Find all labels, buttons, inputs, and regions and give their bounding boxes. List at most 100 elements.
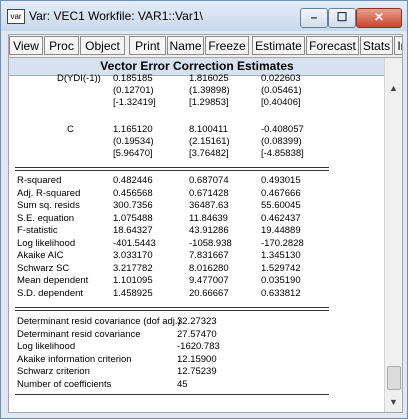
stats-button[interactable]: Stats — [360, 36, 393, 55]
minimize-button[interactable]: – — [300, 8, 328, 28]
cell-value: (0.19534) — [113, 136, 154, 147]
scroll-up-icon[interactable]: ▲ — [389, 83, 398, 93]
window-title: Var: VEC1 Workfile: VAR1::Var1\ — [29, 9, 203, 23]
cell-value: 12.75239 — [177, 366, 217, 377]
divider — [15, 170, 329, 171]
cell-value: 0.035190 — [261, 275, 301, 286]
cell-value: 0.022603 — [261, 73, 301, 84]
scroll-down-icon[interactable]: ▼ — [389, 397, 398, 407]
row-label: Schwarz criterion — [17, 366, 90, 377]
row-label: Log likelihood — [17, 237, 76, 249]
var-icon[interactable]: var — [7, 9, 25, 24]
object-button[interactable]: Object — [80, 36, 125, 55]
cell-value: (2.15161) — [189, 136, 230, 147]
cell-value: (0.05461) — [261, 85, 302, 96]
row-label: F-statistic — [17, 225, 58, 236]
row-label: Log likelihood — [17, 341, 76, 352]
cell-value: 8.016280 — [189, 262, 229, 274]
cell-value: 3.033170 — [113, 250, 153, 261]
cell-value: -401.5443 — [113, 237, 156, 249]
scroll-thumb[interactable] — [387, 366, 401, 390]
freeze-button[interactable]: Freeze — [205, 36, 249, 55]
cell-value: 0.462437 — [261, 212, 301, 224]
row-label: C — [67, 124, 74, 135]
cell-value: (0.12701) — [113, 85, 154, 96]
toolbar: View Proc Object Print Name Freeze Estim… — [8, 34, 403, 58]
cell-value: 1.529742 — [261, 262, 301, 274]
table-row: Schwarz criterion 12.75239 — [9, 366, 385, 378]
cell-value: 12.15900 — [177, 353, 217, 365]
title-bar[interactable]: var Var: VEC1 Workfile: VAR1::Var1\ – ☐ … — [1, 1, 407, 31]
table-row: C 1.165120 8.100411 -0.408057 — [9, 124, 385, 136]
row-label: D(YDI(-1)) — [57, 73, 101, 84]
table-row: S.D. dependent 1.458925 20.66667 0.633812 — [9, 288, 385, 300]
table-row: (0.19534) (2.15161) (0.08399) — [9, 136, 385, 148]
cell-value: [5.96470] — [113, 148, 153, 159]
cell-value: 0.493015 — [261, 175, 301, 186]
divider — [15, 394, 329, 395]
estimation-output[interactable]: Vector Error Correction Estimates D(YDI(… — [8, 57, 403, 413]
cell-value: 0.456568 — [113, 187, 153, 199]
table-row: Number of coefficients 45 — [9, 379, 385, 391]
row-label: Adj. R-squared — [17, 187, 81, 199]
vertical-scrollbar[interactable]: ▲ ▼ — [384, 58, 402, 412]
row-label: Determinant resid covariance — [17, 328, 141, 340]
cell-value: 0.482446 — [113, 175, 153, 186]
cell-value: 0.467666 — [261, 187, 301, 199]
cell-value: 1.165120 — [113, 124, 153, 135]
cell-value: 1.345130 — [261, 250, 301, 261]
table-row: D(YDI(-1)) 0.185185 1.816025 0.022603 — [9, 73, 385, 85]
estimate-button[interactable]: Estimate — [252, 36, 305, 55]
cell-value: 0.671428 — [189, 187, 229, 199]
row-label: S.E. equation — [17, 212, 75, 224]
table-row: Log likelihood -1620.783 — [9, 341, 385, 353]
table-row: [-1.32419] [1.29853] [0.40406] — [9, 97, 385, 109]
cell-value: 11.84639 — [189, 212, 228, 224]
print-button[interactable]: Print — [129, 36, 166, 55]
cell-value: 3.217782 — [113, 262, 153, 274]
table-row: Akaike information criterion 12.15900 — [9, 354, 385, 366]
table-row: S.E. equation 1.075488 11.84639 0.462437 — [9, 213, 385, 225]
cell-value: (1.39898) — [189, 85, 230, 96]
maximize-button[interactable]: ☐ — [328, 8, 356, 28]
table-row: Sum sq. resids 300.7356 36487.63 55.60045 — [9, 200, 385, 212]
cell-value: 27.57470 — [177, 328, 217, 340]
table-row: Determinant resid covariance (dof adj.) 3… — [9, 316, 385, 328]
cell-value: 1.816025 — [189, 73, 229, 84]
cell-value: 0.687074 — [189, 175, 229, 186]
table-row: Determinant resid covariance 27.57470 — [9, 329, 385, 341]
minimize-icon: – — [310, 10, 318, 24]
table-row: Akaike AIC 3.033170 7.831667 1.345130 — [9, 250, 385, 262]
row-label: Determinant resid covariance (dof adj.) — [17, 316, 181, 327]
table-row: Schwarz SC 3.217782 8.016280 1.529742 — [9, 263, 385, 275]
cell-value: 55.60045 — [261, 200, 301, 211]
cell-value: 43.91286 — [189, 225, 229, 236]
cell-value: (0.08399) — [261, 136, 302, 147]
cell-value: 20.66667 — [189, 287, 229, 299]
cell-value: 18.64327 — [113, 225, 153, 236]
cell-value: 19.44889 — [261, 225, 301, 236]
cell-value: 1.458925 — [113, 287, 153, 299]
table-row: (0.12701) (1.39898) (0.05461) — [9, 85, 385, 97]
forecast-button[interactable]: Forecast — [306, 36, 359, 55]
cell-value: -1620.783 — [177, 341, 220, 352]
cell-value: 0.185185 — [113, 73, 153, 84]
name-button[interactable]: Name — [167, 36, 204, 55]
cell-value: -170.2828 — [261, 237, 304, 249]
cell-value: [-1.32419] — [113, 97, 156, 108]
impulse-button[interactable]: Im — [394, 36, 402, 55]
row-label: R-squared — [17, 175, 62, 186]
cell-value: [-4.85838] — [261, 148, 304, 159]
cell-value: [3.76482] — [189, 148, 229, 159]
row-label: Number of coefficients — [17, 378, 112, 390]
close-button[interactable]: ✕ — [356, 8, 402, 28]
table-row: Mean dependent 1.101095 9.477007 0.035190 — [9, 275, 385, 287]
cell-value: 0.633812 — [261, 287, 301, 299]
cell-value: 1.101095 — [113, 275, 153, 286]
row-label: Akaike AIC — [17, 250, 64, 261]
view-button[interactable]: View — [9, 36, 43, 55]
cell-value: 32.27323 — [177, 316, 217, 327]
proc-button[interactable]: Proc — [44, 36, 79, 55]
table-row: Adj. R-squared 0.456568 0.671428 0.467666 — [9, 188, 385, 200]
